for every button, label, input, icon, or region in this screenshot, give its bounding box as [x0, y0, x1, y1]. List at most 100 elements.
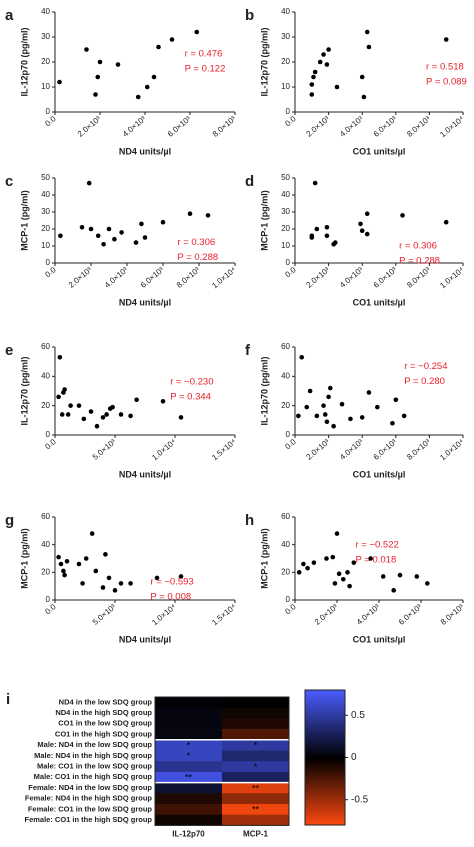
y-tick-label: 10	[281, 82, 290, 91]
colorbar-step	[305, 811, 345, 815]
point	[142, 235, 148, 240]
colorbar-step	[305, 802, 345, 806]
x-tick-label: 4.0×10³	[338, 265, 365, 290]
heat-cell	[222, 729, 289, 741]
y-tick-label: 0	[46, 107, 51, 116]
stat-annotation: r = −0.254	[404, 361, 447, 372]
colorbar-step	[305, 732, 345, 736]
point	[115, 62, 121, 67]
x-tick-label: 6.0×10³	[397, 602, 424, 627]
y-tick-label: 20	[41, 224, 50, 233]
heat-cell	[155, 771, 222, 783]
y-tick-label: 20	[41, 567, 50, 576]
colorbar-step	[305, 766, 345, 770]
y-tick-label: 40	[281, 7, 290, 16]
colorbar-step	[305, 739, 345, 743]
point	[296, 413, 301, 419]
point	[79, 225, 85, 230]
point	[336, 571, 342, 577]
point	[364, 231, 370, 237]
point	[347, 583, 352, 589]
colorbar-step	[305, 690, 345, 693]
x-tick-label: 6.0×10³	[372, 265, 399, 290]
point	[301, 561, 306, 567]
x-tick-label: 6.0×10³	[372, 114, 399, 139]
y-axis-label: MCP-1 (pg/ml)	[259, 190, 269, 251]
point	[359, 228, 365, 233]
stat-annotation: P = 0.089	[426, 77, 467, 88]
x-tick-label: 6.0×10³	[166, 114, 193, 139]
x-tick-label: 4.0×10³	[355, 602, 382, 627]
x-tick-label: 2.0×10³	[76, 114, 103, 139]
point	[89, 531, 95, 536]
y-tick-label: 50	[41, 173, 50, 182]
x-tick-label: 1.0×10⁴	[438, 265, 466, 290]
point	[76, 403, 82, 408]
heat-cell	[155, 707, 222, 719]
stat-annotation: r = 0.518	[426, 62, 464, 73]
row-label: Male: ND4 in the high SDQ group	[34, 751, 152, 760]
y-tick-label: 10	[41, 241, 50, 250]
significance: *	[254, 741, 258, 751]
y-tick-label: 0	[286, 595, 291, 604]
point	[160, 219, 166, 225]
point	[296, 570, 302, 575]
point	[58, 561, 64, 567]
x-axis-label: CO1 units/µl	[353, 146, 406, 156]
point	[311, 560, 317, 565]
y-tick-label: 20	[41, 401, 50, 410]
point	[348, 416, 353, 422]
row-label: Female: ND4 in the high SDQ group	[25, 794, 153, 803]
colorbar-step	[305, 708, 345, 711]
colorbar-step	[305, 737, 345, 740]
colorbar-step	[305, 771, 345, 774]
heat-cell	[222, 814, 289, 826]
heat-cell	[222, 761, 289, 773]
point	[312, 180, 318, 186]
colorbar-step	[305, 789, 345, 792]
point	[83, 556, 89, 561]
colorbar-tick-label: 0.5	[351, 710, 365, 721]
heat-cell	[222, 793, 289, 805]
point	[332, 581, 338, 586]
point	[375, 404, 380, 410]
significance: *	[187, 751, 191, 761]
point	[84, 47, 89, 52]
colorbar-step	[305, 757, 345, 761]
colorbar-step	[305, 762, 345, 765]
colorbar-step	[305, 728, 345, 731]
stat-annotation: P = 0.288	[399, 256, 440, 267]
heat-cell	[222, 739, 289, 751]
panel-letter: f	[245, 342, 251, 359]
point	[309, 82, 315, 87]
colorbar-step	[305, 786, 345, 790]
colorbar-step	[305, 784, 345, 788]
point	[366, 44, 372, 50]
point	[56, 554, 61, 560]
point	[76, 561, 82, 567]
x-tick-label: 6.0×10³	[139, 265, 166, 290]
x-tick-label: 4.0×10³	[103, 265, 130, 290]
point	[178, 415, 184, 420]
panel-letter: g	[5, 512, 14, 529]
x-axis-label: ND4 units/µl	[119, 146, 171, 156]
point	[326, 394, 331, 400]
x-tick-label: 2.0×10³	[304, 265, 331, 290]
point	[390, 420, 395, 426]
point	[81, 416, 87, 422]
point	[443, 37, 449, 42]
point	[314, 226, 320, 232]
x-tick-label: 5.0×10³	[91, 602, 118, 627]
y-tick-label: 40	[281, 371, 290, 380]
colorbar-step	[305, 820, 345, 824]
colorbar-tick-label: -0.5	[351, 794, 369, 805]
colorbar-step	[305, 773, 345, 776]
point	[103, 552, 108, 557]
point	[334, 84, 340, 90]
colorbar-step	[305, 717, 345, 720]
x-axis-label: CO1 units/µl	[353, 634, 406, 644]
heat-cell	[155, 814, 222, 826]
colorbar-step	[305, 809, 345, 812]
colorbar-step	[305, 807, 345, 810]
x-tick-label: 1.0×10⁴	[150, 437, 178, 462]
